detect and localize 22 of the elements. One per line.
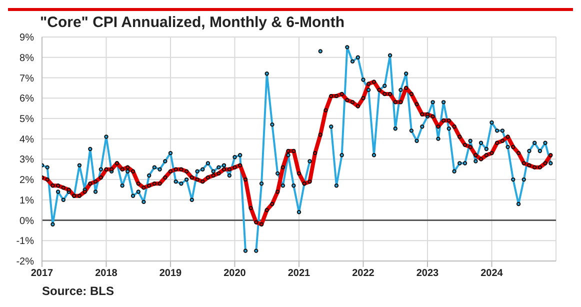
x-tick-label: 2022 bbox=[352, 268, 375, 280]
y-tick-label: -2% bbox=[16, 256, 34, 268]
x-tick-label: 2020 bbox=[224, 268, 246, 280]
x-tick-label: 2018 bbox=[95, 268, 118, 280]
y-tick-label: 6% bbox=[20, 94, 34, 105]
x-tick-label: 2024 bbox=[480, 268, 504, 280]
source-note: Source: BLS bbox=[42, 284, 114, 298]
y-tick-label: 0% bbox=[20, 216, 34, 227]
x-tick-label: 2023 bbox=[416, 268, 440, 280]
y-tick-label: 9% bbox=[20, 32, 34, 44]
y-tick-label: 5% bbox=[20, 114, 34, 126]
x-tick-label: 2019 bbox=[159, 268, 182, 280]
y-tick-label: 3% bbox=[20, 154, 34, 166]
y-tick-label: 1% bbox=[20, 195, 34, 206]
x-tick-label: 2017 bbox=[30, 268, 54, 280]
y-tick-label: 4% bbox=[20, 134, 34, 146]
x-tick-label: 2021 bbox=[288, 268, 311, 280]
y-tick-label: 8% bbox=[20, 52, 34, 64]
y-tick-label: -1% bbox=[16, 236, 34, 248]
chart-title: "Core" CPI Annualized, Monthly & 6-Month bbox=[40, 14, 344, 31]
y-tick-label: 7% bbox=[20, 73, 34, 84]
y-tick-label: 2% bbox=[20, 175, 34, 186]
